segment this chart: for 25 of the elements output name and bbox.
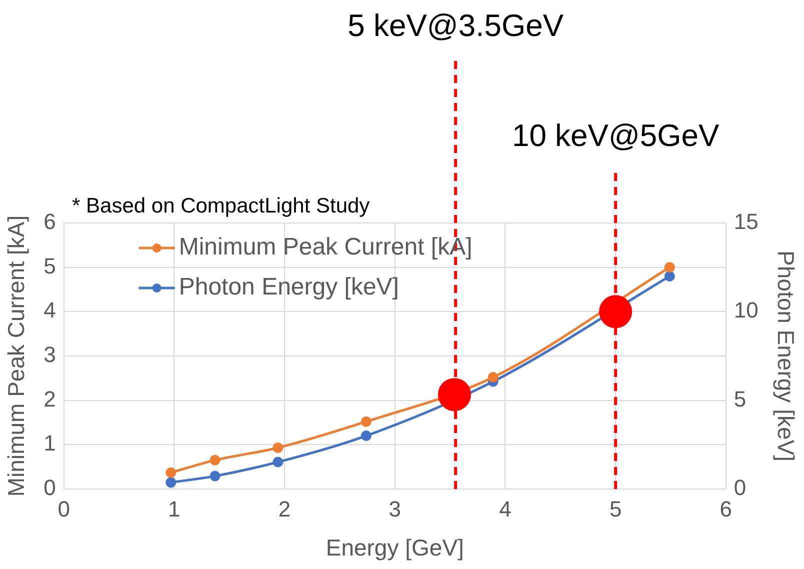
x-tick-label: 4 [499, 496, 512, 522]
legend-label: Minimum Peak Current [kA] [178, 234, 472, 261]
legend-label: Photon Energy [keV] [178, 274, 399, 301]
y-tick-label: 3 [44, 342, 56, 368]
ref-line-label: 5 keV@3.5GeV [348, 8, 564, 44]
y-axis-title: Minimum Peak Current [kA] [3, 215, 30, 497]
y2-axis-title: Photon Energy [keV] [772, 250, 799, 462]
x-tick-label: 1 [168, 496, 180, 522]
y-tick-label: 4 [44, 298, 56, 323]
y2-tick-label: 0 [734, 475, 746, 500]
x-tick-label: 6 [720, 496, 732, 522]
x-tick-label: 2 [278, 496, 291, 522]
x-axis-title: Energy [GeV] [326, 534, 464, 561]
y-tick-label: 0 [44, 475, 56, 500]
x-tick-label: 3 [388, 496, 402, 522]
y-tick-label: 6 [44, 209, 56, 234]
x-tick-label: 5 [609, 496, 622, 522]
ref-line-label: 10 keV@5GeV [512, 118, 720, 154]
y-tick-label: 5 [44, 253, 56, 278]
text: * Based on CompactLight Study [72, 194, 370, 218]
y-tick-label: 1 [44, 430, 56, 456]
y2-tick-label: 10 [734, 298, 758, 323]
y-tick-label: 2 [44, 386, 56, 412]
y2-tick-label: 15 [734, 209, 758, 234]
y2-tick-label: 5 [734, 386, 746, 412]
